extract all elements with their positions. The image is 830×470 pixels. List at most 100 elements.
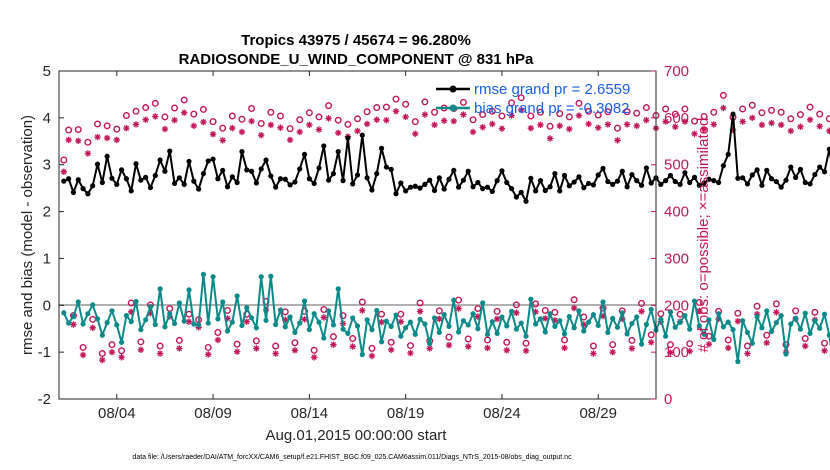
rmse-point — [619, 168, 625, 174]
obs-assimilated-point — [647, 339, 655, 346]
bias-point — [114, 322, 120, 328]
right-tick-label: 700 — [664, 63, 689, 80]
rmse-point — [523, 198, 529, 204]
bias-point — [793, 315, 799, 322]
obs-assimilated-stroke — [436, 316, 443, 322]
obs-assimilated-point — [330, 341, 337, 348]
obs-assimilated-point — [508, 112, 515, 119]
rmse-point — [691, 174, 698, 180]
obs-assimilated-point — [209, 131, 217, 138]
bias-point — [528, 296, 534, 302]
plot-frame — [58, 70, 657, 400]
left-tick-label: 0 — [43, 297, 51, 314]
bias-point — [821, 311, 828, 317]
obs-assimilated-stroke — [61, 169, 67, 175]
rmse-point — [220, 167, 226, 173]
bias-point — [706, 317, 712, 323]
bias-point — [282, 324, 288, 330]
obs-assimilated-point — [710, 121, 717, 128]
bias-point — [537, 316, 544, 322]
obs-assimilated-stroke — [744, 350, 751, 357]
rmse-point — [643, 165, 649, 171]
obs-assimilated-stroke — [494, 316, 500, 322]
bias-point — [585, 319, 592, 325]
bias-point — [301, 298, 308, 304]
obs-assimilated-point — [768, 119, 775, 127]
bias-point — [335, 286, 341, 292]
obs-assimilated-point — [108, 348, 116, 356]
rmse-point — [66, 176, 72, 182]
obs-assimilated-point — [407, 349, 414, 357]
obs-assimilated-point — [460, 111, 467, 118]
obs-assimilated-stroke — [537, 122, 544, 128]
obs-assimilated-stroke — [330, 341, 337, 348]
rmse-point — [706, 176, 712, 182]
obs-possible-point — [199, 105, 207, 113]
bias-point — [407, 319, 414, 325]
bias-point — [571, 325, 577, 331]
rmse-point — [234, 179, 240, 186]
obs-assimilated-point — [802, 342, 809, 350]
bias-point — [552, 323, 558, 329]
rmse-point — [441, 186, 447, 192]
rmse-point — [797, 166, 804, 172]
obs-assimilated-stroke — [258, 132, 264, 138]
obs-possible-point — [296, 116, 304, 124]
obs-possible-point — [435, 307, 443, 315]
left-tick-label: 5 — [43, 63, 51, 80]
obs-assimilated-stroke — [576, 112, 582, 119]
bias-point — [374, 307, 380, 314]
bias-point — [667, 309, 674, 315]
rmse-point — [581, 185, 587, 191]
obs-possible-point — [74, 126, 82, 134]
obs-possible-point — [171, 104, 179, 112]
obs-possible-point — [238, 115, 246, 123]
obs-possible-point — [508, 99, 516, 107]
obs-assimilated-stroke — [181, 110, 187, 116]
rmse-point — [475, 179, 481, 186]
obs-assimilated-point — [359, 307, 366, 314]
bias-point — [614, 324, 621, 330]
obs-possible-point — [556, 110, 564, 118]
obs-assimilated-point — [354, 127, 361, 135]
rmse-point — [658, 181, 664, 187]
obs-assimilated-point — [152, 113, 159, 120]
obs-assimilated-point — [797, 123, 804, 130]
rmse-point — [427, 177, 433, 183]
bias-point — [744, 329, 751, 336]
obs-assimilated-point — [561, 344, 568, 352]
bias-point — [499, 314, 505, 320]
left-tick-label: 2 — [43, 204, 51, 221]
bias-point — [672, 324, 678, 330]
obs-possible-point — [94, 120, 102, 128]
obs-possible-point — [512, 301, 520, 309]
rmse-point — [70, 189, 77, 195]
rmse-point — [422, 181, 428, 187]
rmse-point — [566, 183, 572, 189]
obs-assimilated-stroke — [778, 122, 784, 128]
obs-assimilated-point — [527, 124, 535, 132]
obs-assimilated-point — [595, 124, 602, 131]
rmse-point — [369, 187, 375, 193]
obs-assimilated-stroke — [609, 349, 616, 355]
obs-assimilated-stroke — [566, 126, 573, 132]
obs-assimilated-point — [498, 125, 506, 132]
obs-assimilated-stroke — [682, 118, 688, 125]
bias-point — [378, 339, 385, 345]
x-axis: 08/04 08/09 08/14 08/19 08/24 08/29 — [98, 71, 617, 422]
rmse-point — [682, 170, 688, 176]
obs-possible-point — [498, 112, 506, 120]
bias-point — [508, 308, 515, 314]
obs-assimilated-point — [493, 315, 501, 323]
obs-possible-point — [565, 113, 573, 121]
bias-point — [253, 325, 259, 331]
obs-possible-point — [334, 116, 342, 124]
obs-possible-point — [349, 335, 357, 343]
rmse-point — [764, 167, 770, 173]
bias-point — [489, 319, 495, 325]
obs-assimilated-stroke — [672, 124, 678, 130]
legend-rmse-label: rmse grand pr = 2.6559 — [474, 81, 630, 98]
legend: rmse grand pr = 2.6559 bias grand pr = -… — [436, 81, 630, 117]
left-axis: -2 -1 0 1 2 3 4 5 — [38, 63, 64, 408]
obs-possible-point — [378, 310, 386, 318]
